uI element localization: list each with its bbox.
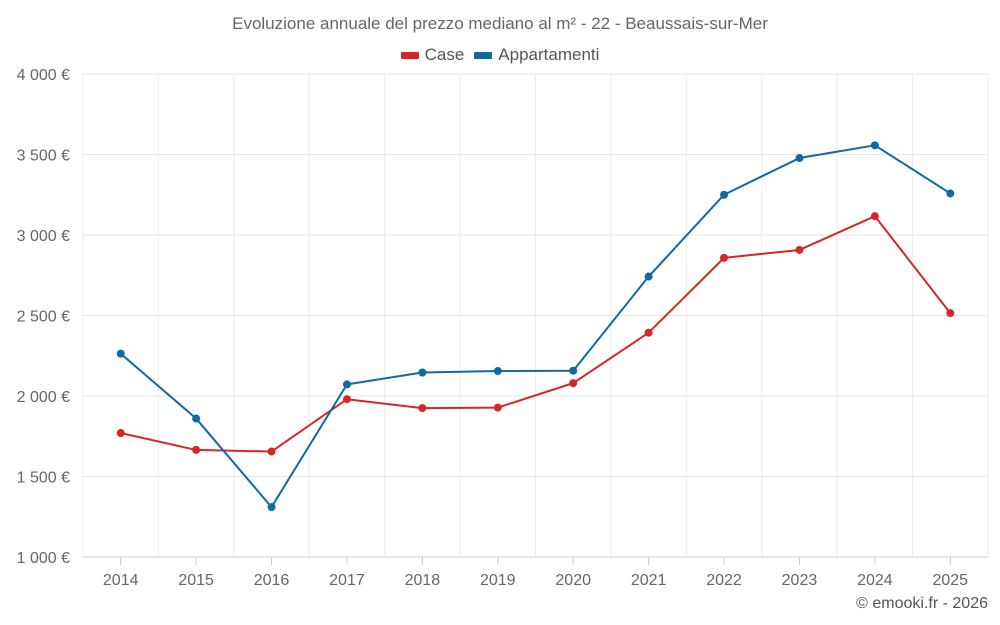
legend-swatch-case: [400, 51, 419, 59]
data-point-case: [418, 404, 427, 413]
x-tick-label: 2015: [178, 572, 214, 589]
x-tick-label: 2023: [782, 572, 818, 589]
y-tick-label: 2 000 €: [17, 389, 70, 406]
x-tick-label: 2017: [329, 572, 365, 589]
data-point-appartamenti: [493, 367, 502, 376]
data-point-case: [192, 445, 201, 454]
data-point-case: [795, 245, 804, 254]
credit-text: © emooki.fr - 2026: [856, 595, 988, 612]
chart-legend: Case Appartamenti: [0, 45, 1000, 65]
data-point-appartamenti: [795, 154, 804, 163]
data-point-case: [342, 395, 351, 404]
x-tick-label: 2021: [631, 572, 667, 589]
data-point-case: [493, 403, 502, 412]
data-point-appartamenti: [192, 414, 201, 423]
data-point-appartamenti: [569, 366, 578, 375]
data-point-appartamenti: [116, 349, 125, 358]
y-tick-label: 3 500 €: [17, 148, 70, 165]
legend-item-case[interactable]: Case: [400, 45, 465, 65]
x-tick-label: 2016: [254, 572, 290, 589]
y-tick-label: 4 000 €: [17, 67, 70, 84]
data-point-case: [870, 212, 879, 221]
data-point-appartamenti: [267, 503, 276, 512]
data-point-appartamenti: [342, 380, 351, 389]
x-tick-label: 2014: [103, 572, 139, 589]
y-tick-label: 3 000 €: [17, 228, 70, 245]
data-point-case: [569, 379, 578, 388]
data-point-case: [946, 309, 955, 318]
data-point-case: [720, 253, 729, 262]
x-tick-label: 2022: [706, 572, 742, 589]
x-tick-label: 2025: [932, 572, 968, 589]
data-point-case: [116, 429, 125, 438]
series-line-case: [120, 215, 952, 453]
legend-swatch-appartamenti: [474, 51, 493, 59]
x-tick-label: 2024: [857, 572, 893, 589]
y-tick-label: 2 500 €: [17, 309, 70, 326]
data-point-case: [644, 328, 653, 337]
chart-title: Evoluzione annuale del prezzo mediano al…: [232, 14, 768, 33]
x-tick-label: 2019: [480, 572, 516, 589]
legend-item-appartamenti[interactable]: Appartamenti: [474, 45, 599, 65]
x-tick-label: 2018: [405, 572, 441, 589]
data-point-appartamenti: [870, 141, 879, 150]
data-point-appartamenti: [644, 272, 653, 281]
legend-label-case: Case: [424, 45, 465, 64]
y-tick-label: 1 000 €: [17, 550, 70, 567]
series-line-appartamenti: [120, 144, 951, 509]
legend-label-appartamenti: Appartamenti: [498, 45, 600, 64]
y-tick-label: 1 500 €: [17, 470, 70, 487]
data-point-appartamenti: [946, 189, 955, 198]
data-point-appartamenti: [720, 190, 729, 199]
data-point-appartamenti: [418, 368, 427, 377]
x-tick-label: 2020: [555, 572, 591, 589]
data-point-case: [267, 447, 276, 456]
